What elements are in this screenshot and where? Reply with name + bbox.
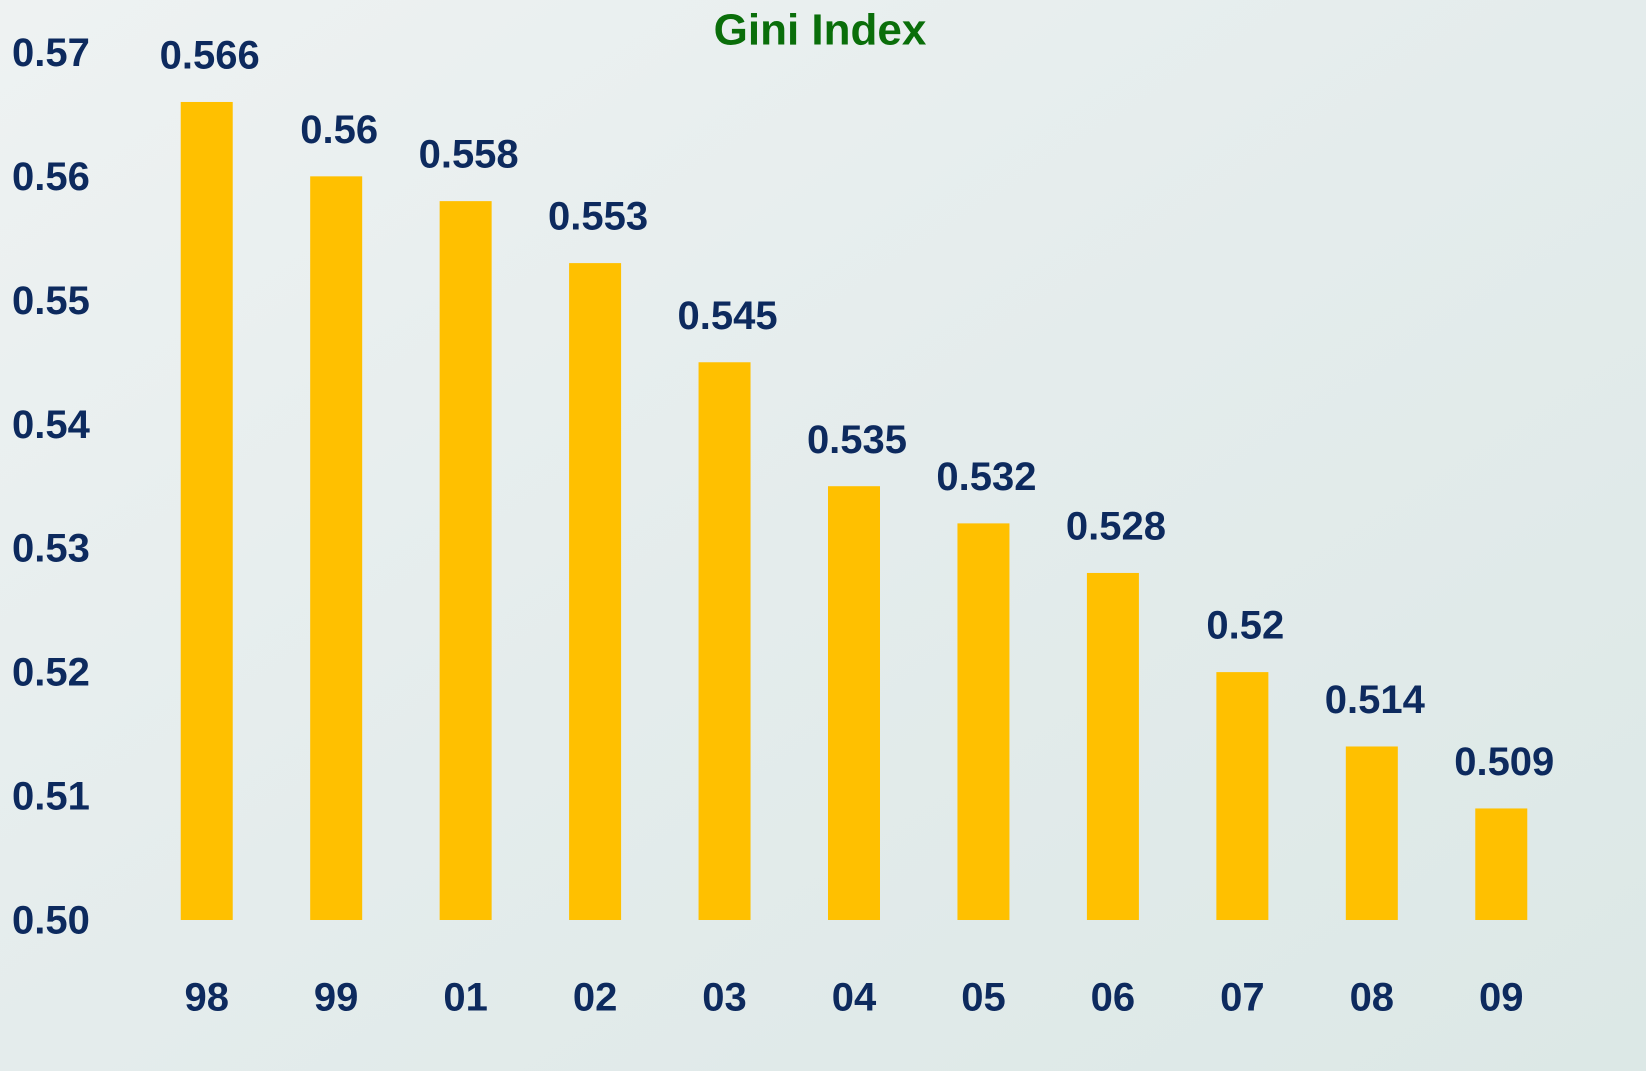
value-label: 0.52 [1206,604,1284,648]
value-label: 0.553 [548,195,648,239]
value-label: 0.535 [807,418,907,462]
bar [310,176,362,920]
x-tick-label: 08 [1350,976,1395,1020]
y-tick-label: 0.57 [12,31,90,75]
y-tick-label: 0.53 [12,527,90,571]
x-tick-label: 98 [184,976,229,1020]
x-tick-label: 06 [1091,976,1136,1020]
x-tick-label: 05 [961,976,1006,1020]
value-label: 0.509 [1454,740,1554,784]
x-tick-label: 01 [443,976,488,1020]
bar [1216,672,1268,920]
x-tick-label: 04 [832,976,877,1020]
x-tick-label: 03 [702,976,747,1020]
value-label: 0.545 [677,294,777,338]
bar [699,362,751,920]
value-label: 0.56 [300,108,378,152]
bar [1346,746,1398,920]
x-tick-label: 02 [573,976,618,1020]
y-tick-label: 0.50 [12,899,90,943]
bar [828,486,880,920]
chart-title: Gini Index [714,6,927,55]
bar [1475,808,1527,920]
y-tick-label: 0.55 [12,279,90,323]
chart: Gini Index 0.50 0.51 0.52 0.53 0.54 0.55 0.56 0… [0,0,1646,1071]
bar [440,201,492,920]
value-label: 0.566 [160,34,260,78]
value-label: 0.558 [419,133,519,177]
y-tick-label: 0.54 [12,403,91,447]
bar [957,523,1009,920]
value-label: 0.528 [1066,505,1166,549]
bar [569,263,621,920]
y-tick-label: 0.52 [12,651,90,695]
y-tick-label: 0.56 [12,155,90,199]
bar [1087,573,1139,920]
background [0,0,1646,1071]
bar [181,102,233,920]
x-tick-label: 09 [1479,976,1524,1020]
value-label: 0.532 [936,455,1036,499]
value-label: 0.514 [1325,678,1426,722]
y-tick-label: 0.51 [12,775,90,819]
x-tick-label: 99 [314,976,359,1020]
x-tick-label: 07 [1220,976,1265,1020]
